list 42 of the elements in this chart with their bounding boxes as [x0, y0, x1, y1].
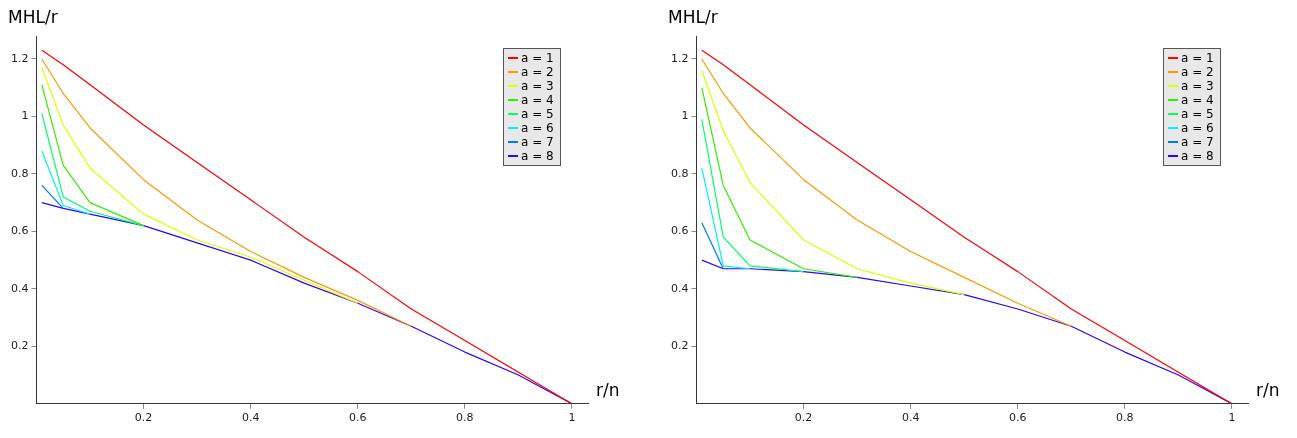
y-tick-label: 1 — [681, 109, 689, 123]
y-tick-label: 1.2 — [10, 51, 29, 65]
y-tick-label: 0.2 — [670, 339, 689, 353]
legend-label: a = 3 — [1181, 79, 1214, 93]
y-tick-label: 1.2 — [670, 51, 689, 65]
legend-label: a = 3 — [521, 79, 554, 93]
legend-label: a = 4 — [1181, 93, 1214, 107]
x-tick-label: 0.2 — [794, 411, 813, 425]
legend-label: a = 8 — [521, 149, 554, 163]
legend-label: a = 1 — [521, 51, 554, 65]
x-tick-label: 1 — [1228, 411, 1236, 425]
x-tick-label: 0.8 — [1116, 411, 1134, 425]
legend-label: a = 5 — [521, 107, 554, 121]
y-tick-label: 0.4 — [670, 281, 689, 295]
legend-label: a = 7 — [521, 135, 554, 149]
x-axis-title: r/n — [596, 380, 620, 401]
y-tick-label: 0.8 — [10, 166, 29, 180]
legend-label: a = 6 — [521, 121, 554, 135]
legend-label: a = 1 — [1181, 51, 1214, 65]
x-tick-label: 0.8 — [456, 411, 474, 425]
x-tick-label: 0.4 — [901, 411, 920, 425]
y-axis-title: MHL/r — [668, 6, 718, 27]
y-axis-title: MHL/r — [8, 6, 58, 27]
x-tick-label: 0.6 — [349, 411, 367, 425]
legend-label: a = 6 — [1181, 121, 1214, 135]
y-tick-label: 0.2 — [10, 339, 29, 353]
legend-label: a = 5 — [1181, 107, 1214, 121]
x-tick-label: 0.6 — [1009, 411, 1027, 425]
x-tick-label: 1 — [568, 411, 576, 425]
legend-label: a = 7 — [1181, 135, 1214, 149]
y-tick-label: 1 — [21, 109, 29, 123]
legend-label: a = 2 — [521, 65, 554, 79]
x-tick-label: 0.4 — [241, 411, 260, 425]
legend-label: a = 4 — [521, 93, 554, 107]
legend-label: a = 2 — [1181, 65, 1214, 79]
legend-label: a = 8 — [1181, 149, 1214, 163]
y-tick-label: 0.6 — [10, 224, 29, 238]
y-tick-label: 0.6 — [670, 224, 689, 238]
x-axis-title: r/n — [1256, 380, 1280, 401]
y-tick-label: 0.4 — [10, 281, 29, 295]
x-tick-label: 0.2 — [134, 411, 153, 425]
y-tick-label: 0.8 — [670, 166, 689, 180]
